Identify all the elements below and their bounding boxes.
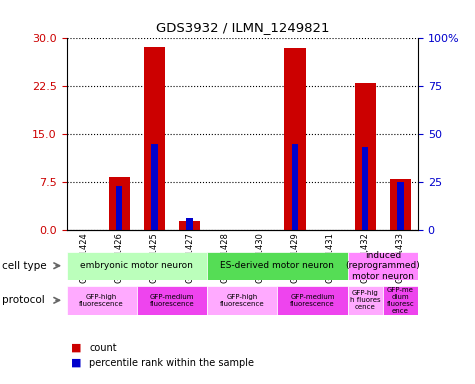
Bar — [109, 177, 130, 230]
Bar — [390, 179, 411, 230]
Bar — [348, 286, 383, 315]
Text: GFP-me
dium
fluoresc
ence: GFP-me dium fluoresc ence — [387, 287, 414, 314]
Text: ■: ■ — [71, 358, 82, 368]
Bar — [179, 221, 200, 230]
Text: count: count — [89, 343, 117, 353]
Bar — [186, 218, 193, 230]
Bar — [144, 47, 165, 230]
Bar — [355, 83, 376, 230]
Text: cell type: cell type — [2, 261, 47, 271]
Text: GFP-medium
fluorescence: GFP-medium fluorescence — [150, 294, 194, 307]
Bar — [151, 144, 158, 230]
Bar — [383, 286, 418, 315]
Bar — [285, 48, 305, 230]
Text: ■: ■ — [71, 343, 82, 353]
Text: ES-derived motor neuron: ES-derived motor neuron — [220, 262, 334, 270]
Bar — [207, 252, 348, 280]
Text: GFP-high
fluorescence: GFP-high fluorescence — [220, 294, 265, 307]
Title: GDS3932 / ILMN_1249821: GDS3932 / ILMN_1249821 — [155, 22, 329, 35]
Bar — [292, 144, 298, 230]
Bar — [116, 185, 123, 230]
Text: protocol: protocol — [2, 295, 45, 305]
Bar — [66, 286, 137, 315]
Bar — [277, 286, 348, 315]
Text: GFP-hig
h fluores
cence: GFP-hig h fluores cence — [350, 290, 380, 311]
Bar — [348, 252, 418, 280]
Text: induced
(reprogrammed)
motor neuron: induced (reprogrammed) motor neuron — [345, 251, 420, 281]
Bar — [66, 252, 207, 280]
Text: embryonic motor neuron: embryonic motor neuron — [80, 262, 193, 270]
Bar — [362, 147, 369, 230]
Bar — [207, 286, 277, 315]
Bar — [397, 182, 404, 230]
Text: percentile rank within the sample: percentile rank within the sample — [89, 358, 254, 368]
Text: GFP-high
fluorescence: GFP-high fluorescence — [79, 294, 124, 307]
Bar — [137, 286, 207, 315]
Text: GFP-medium
fluorescence: GFP-medium fluorescence — [290, 294, 335, 307]
